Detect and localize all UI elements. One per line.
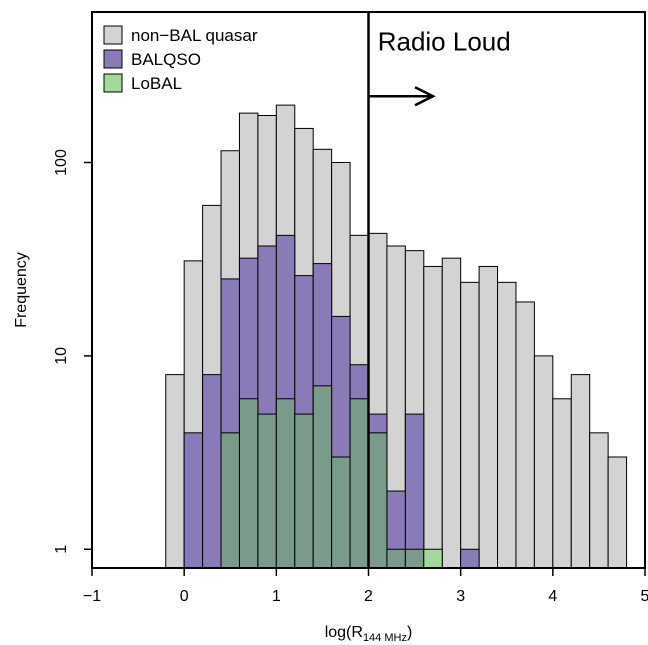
- bar-lobal-2.4: [404, 548, 425, 569]
- x-tick-label: 3: [456, 588, 465, 605]
- legend-label: BALQSO: [131, 50, 201, 69]
- y-axis: 1 10 100: [53, 149, 92, 554]
- bar-lobal-1.6: [331, 456, 351, 569]
- bar-balqso-0.2: [202, 374, 222, 569]
- bar-balqso-0: [183, 432, 204, 569]
- y-tick-label: 10: [53, 347, 70, 365]
- radio-loud-annotation: Radio Loud: [378, 26, 511, 56]
- x-axis-label-subscript: 144 MHz: [363, 632, 407, 644]
- x-axis-label-suffix: ): [407, 624, 412, 641]
- x-axis: −1 0 1 2 3 4 5: [83, 568, 648, 605]
- y-axis-label: Frequency: [13, 252, 30, 328]
- bar-balqso-2.4: [404, 413, 425, 569]
- bar-lobal-1.2: [294, 413, 314, 569]
- bar-lobal-0.4: [220, 432, 240, 569]
- x-tick-label: 5: [641, 588, 648, 605]
- legend-swatch: [103, 49, 123, 69]
- legend: non−BAL quasar BALQSO LoBAL: [103, 25, 258, 93]
- bar-non-bal-quasar-3.4: [497, 281, 517, 569]
- bar-lobal-1.4: [312, 385, 333, 569]
- x-tick-label: 2: [364, 588, 373, 605]
- bar-non-bal-quasar-4: [552, 398, 572, 569]
- bar-balqso-3: [460, 548, 480, 569]
- x-tick-label: −1: [83, 588, 101, 605]
- x-tick-label: 4: [548, 588, 557, 605]
- bar-non-bal-quasar-3.2: [478, 265, 499, 569]
- x-axis-label: log(R144 MHz): [325, 624, 413, 644]
- bar-non-bal-quasar-2.6: [423, 265, 443, 569]
- annotation-layer: Radio Loud: [367, 12, 511, 568]
- bar-non-bal-quasar-4.4: [589, 432, 609, 569]
- y-tick-label: 1: [53, 545, 70, 554]
- bar-non-bal-quasar-3.8: [533, 355, 554, 569]
- x-axis-label-prefix: log(R: [325, 624, 363, 641]
- bar-lobal-2: [368, 432, 388, 569]
- bar-lobal-2.2: [386, 548, 406, 569]
- legend-swatch: [103, 25, 123, 45]
- bar-lobal-0.6: [238, 398, 259, 569]
- bar-lobal-0.8: [257, 413, 277, 569]
- bar-non-bal-quasar-3: [460, 281, 480, 569]
- bar-non-bal-quasar-2.8: [441, 257, 462, 569]
- x-tick-label: 0: [180, 588, 189, 605]
- bar-non-bal-quasar-4.2: [570, 374, 591, 569]
- bar-non-bal-quasar--0.2: [165, 374, 185, 569]
- bar-lobal-2.6: [423, 548, 443, 569]
- bar-lobal-1: [275, 398, 296, 569]
- bar-lobal-1.8: [349, 398, 370, 569]
- bar-non-bal-quasar-3.6: [515, 301, 535, 569]
- x-tick-label: 1: [272, 588, 281, 605]
- y-tick-label: 100: [53, 149, 70, 176]
- legend-label: LoBAL: [131, 74, 182, 93]
- legend-swatch: [103, 73, 123, 93]
- legend-label: non−BAL quasar: [131, 26, 258, 45]
- radio-loud-arrow: [368, 86, 436, 107]
- bar-non-bal-quasar-4.6: [607, 456, 628, 569]
